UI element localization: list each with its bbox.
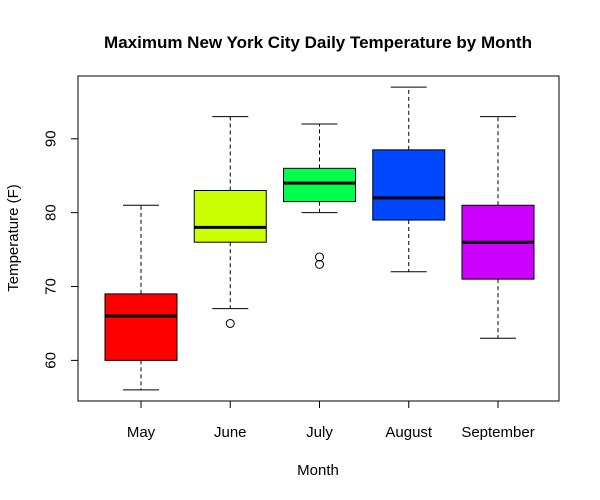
- box-group: [104, 86, 535, 391]
- box-july: [283, 123, 356, 269]
- box-september: [461, 116, 535, 339]
- x-tick-label: June: [214, 424, 247, 441]
- box-june: [193, 116, 267, 328]
- box-august: [372, 86, 446, 273]
- box-iqr: [193, 189, 267, 243]
- outlier-point: [315, 252, 324, 262]
- x-axis-label: Month: [297, 462, 339, 479]
- x-axis: May June July August September: [127, 400, 535, 441]
- y-axis: 60 70 80 90: [43, 130, 79, 369]
- x-tick-label: July: [306, 424, 333, 441]
- y-tick-label: 80: [43, 204, 60, 221]
- y-tick-label: 90: [43, 130, 60, 147]
- outlier-point: [315, 259, 324, 269]
- box-iqr: [104, 293, 178, 361]
- box-iqr: [372, 149, 446, 221]
- x-tick-label: August: [385, 424, 433, 441]
- y-tick-label: 60: [43, 352, 60, 369]
- chart-title: Maximum New York City Daily Temperature …: [104, 33, 532, 52]
- box-iqr: [283, 167, 356, 203]
- x-tick-label: September: [461, 424, 534, 441]
- box-may: [104, 204, 178, 391]
- y-tick-label: 70: [43, 278, 60, 295]
- x-tick-label: May: [127, 424, 156, 441]
- y-axis-label: Temperature (F): [5, 184, 22, 292]
- outlier-point: [225, 318, 235, 328]
